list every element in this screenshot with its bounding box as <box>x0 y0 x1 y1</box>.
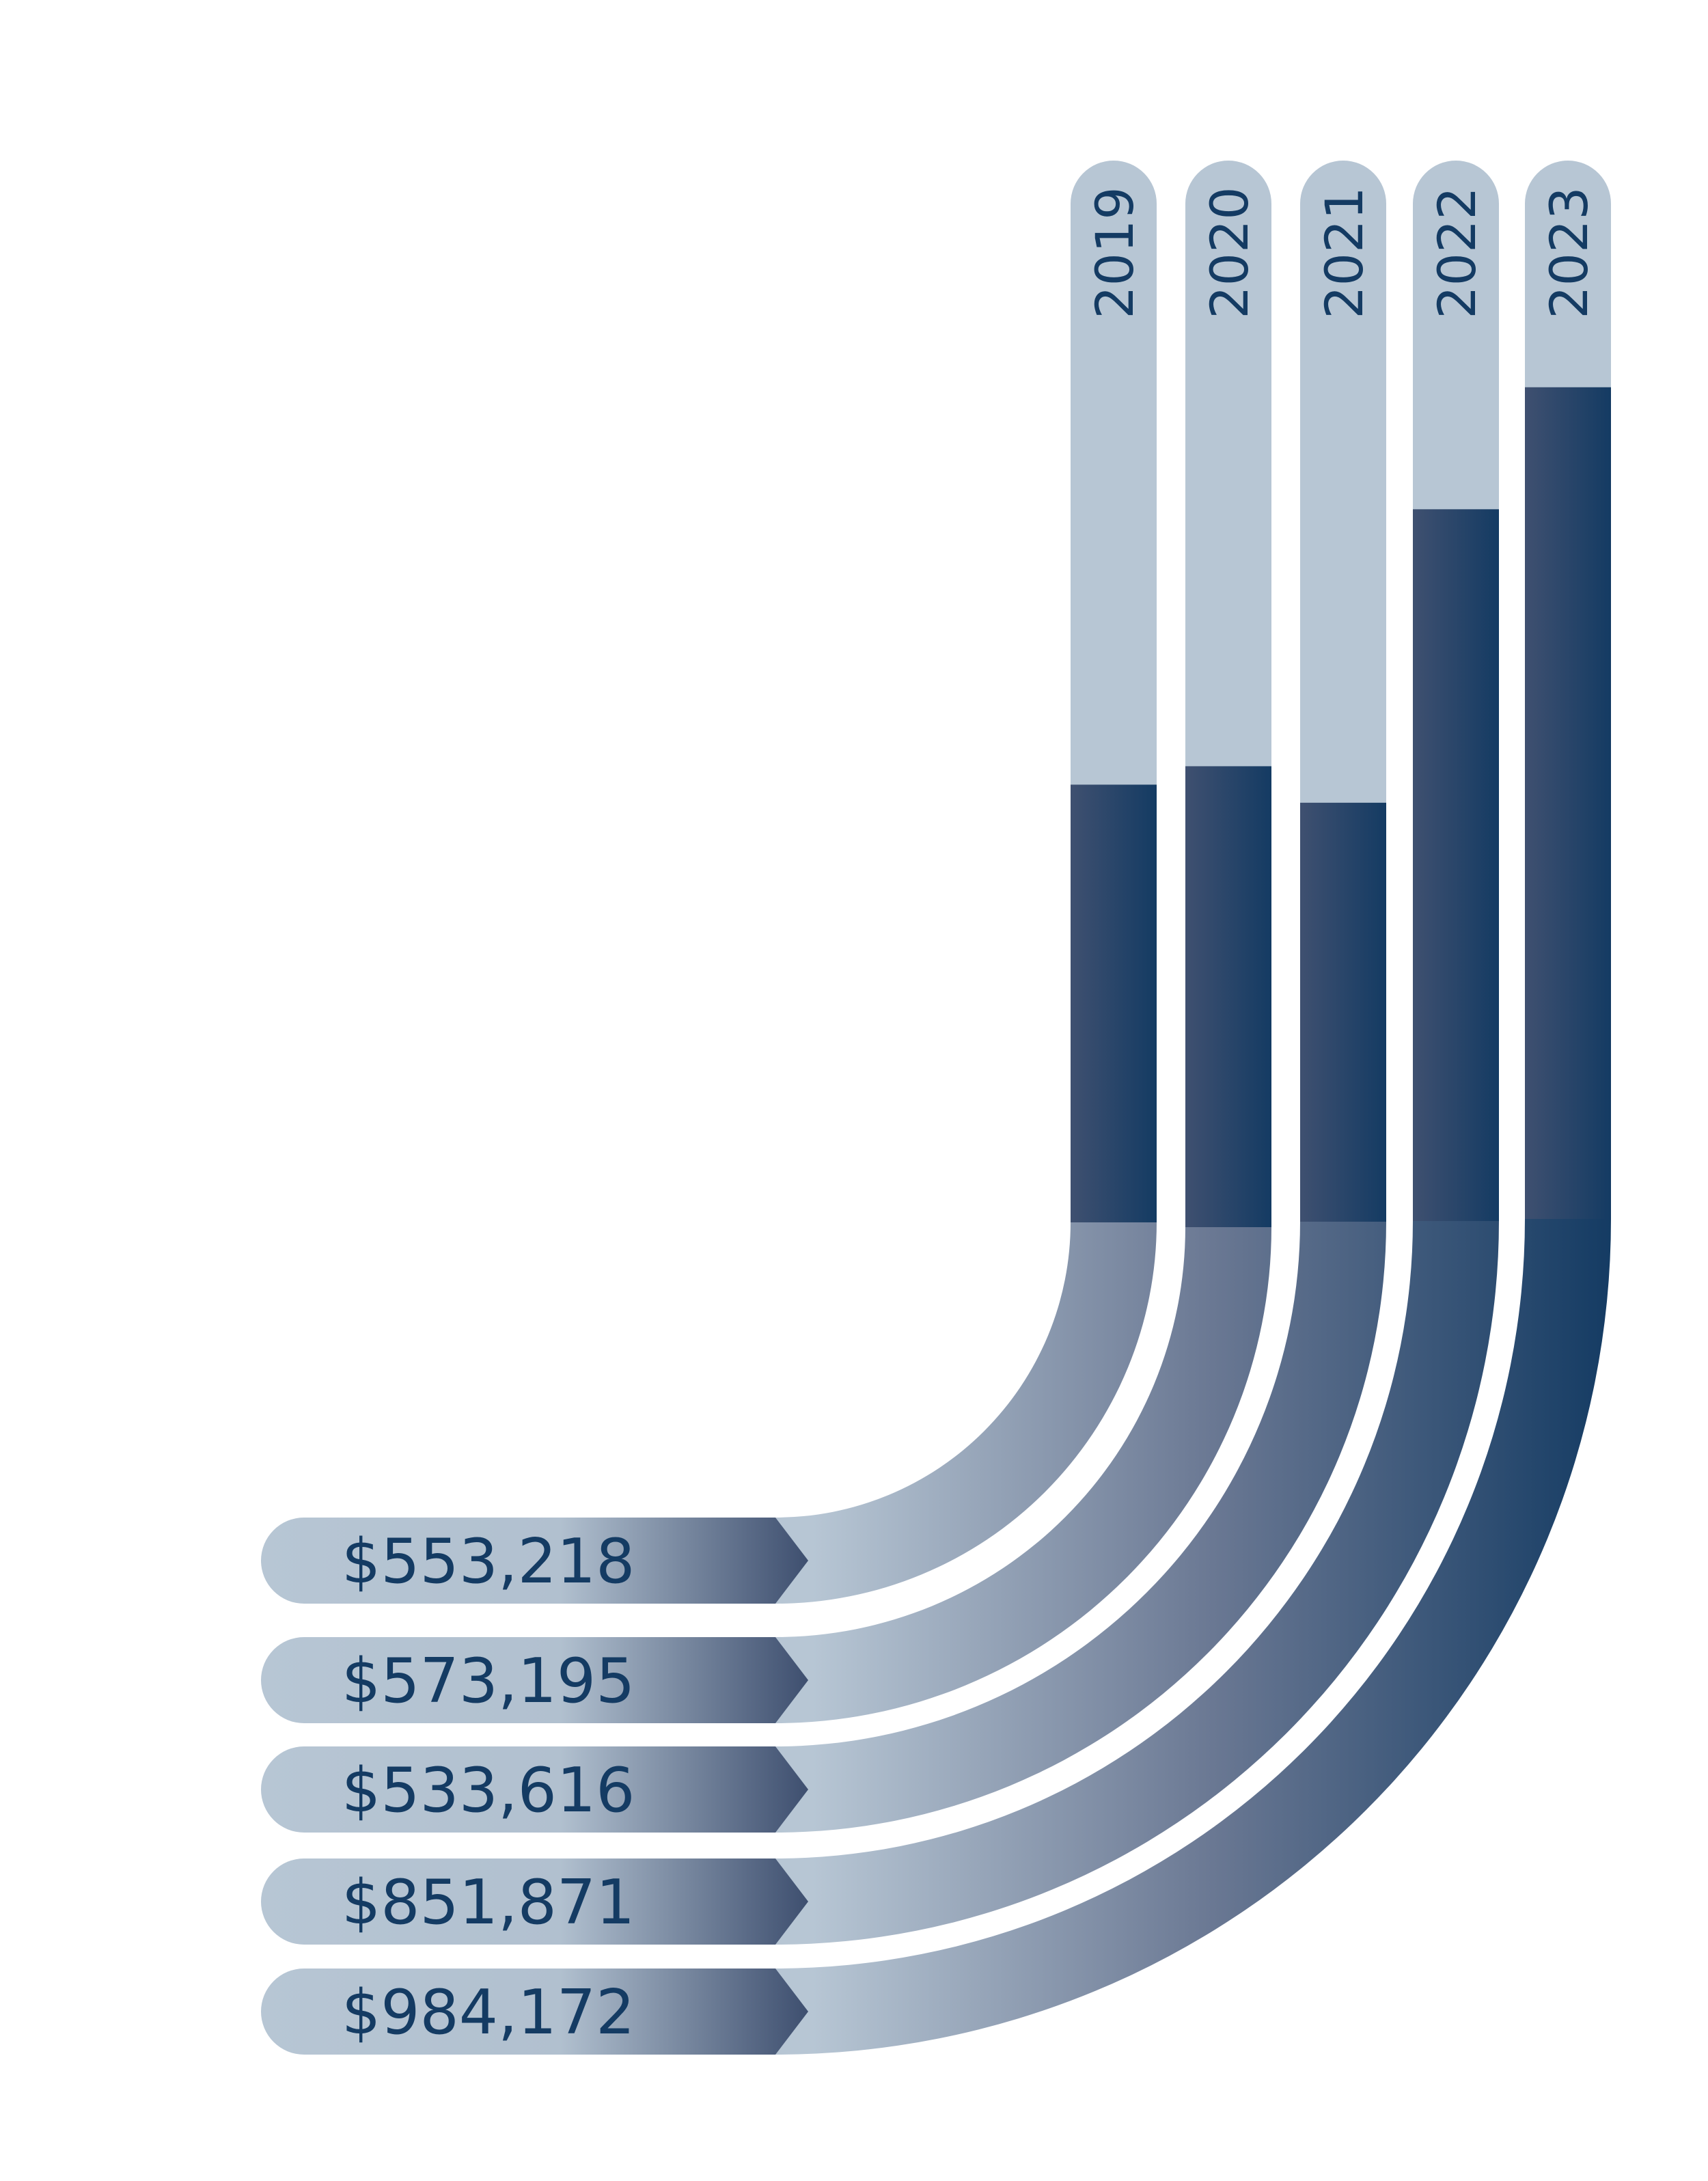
bar-curve-2020 <box>775 1227 1271 1723</box>
year-label-2019: 2019 <box>1084 187 1145 318</box>
value-pill-2019 <box>261 1518 808 1604</box>
value-label-2021: $533,616 <box>342 1755 635 1826</box>
bar-fill-2022 <box>1413 509 1499 1222</box>
bar-2020: $573,195 2020 <box>261 161 1271 1723</box>
bar-fill-2021 <box>1300 802 1386 1222</box>
year-label-2021: 2021 <box>1314 187 1375 318</box>
value-label-2022: $851,871 <box>342 1867 635 1938</box>
bars-group: $553,2182019$573,1952020$533,6162021$851… <box>261 161 1611 2055</box>
bar-curve-2021 <box>775 1222 1386 1833</box>
bar-curve-2019 <box>775 1222 1157 1604</box>
bar-fill-2019 <box>1071 784 1157 1223</box>
year-label-2023: 2023 <box>1539 187 1599 318</box>
bar-fill-2023 <box>1525 387 1611 1220</box>
bar-curve-2022 <box>775 1221 1499 1945</box>
value-pill-2022 <box>261 1858 808 1945</box>
value-pill-2023 <box>261 1969 808 2055</box>
value-label-2019: $553,218 <box>342 1526 635 1597</box>
value-pill-2020 <box>261 1637 808 1723</box>
year-label-2020: 2020 <box>1199 187 1260 318</box>
value-label-2023: $984,172 <box>342 1977 635 2048</box>
value-label-2020: $573,195 <box>342 1645 635 1717</box>
bar-curve-2023 <box>775 1219 1611 2055</box>
bar-2019: $553,218 2019 <box>261 161 1157 1604</box>
bar-2021: $533,616 2021 <box>261 161 1386 1833</box>
value-pill-2021 <box>261 1746 808 1833</box>
bar-2023: $984,172 2023 <box>261 161 1611 2055</box>
year-label-2022: 2022 <box>1427 187 1487 318</box>
bar-2022: $851,871 2022 <box>261 161 1499 1945</box>
bar-fill-2020 <box>1185 766 1271 1228</box>
